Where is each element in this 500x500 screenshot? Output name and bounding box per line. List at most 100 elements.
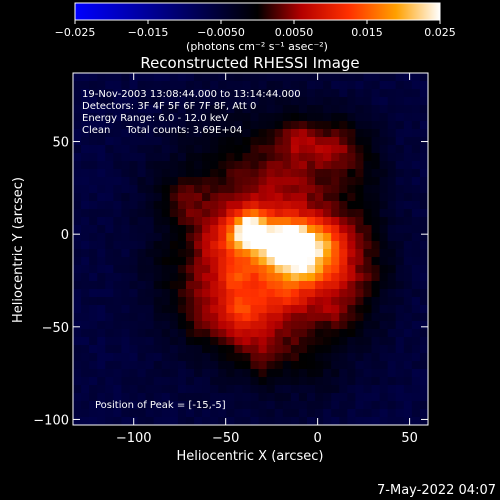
heatmap-cell: [145, 73, 155, 82]
heatmap-cell: [323, 185, 332, 194]
y-tick-label: −50: [42, 321, 69, 336]
heatmap-cell: [73, 401, 82, 410]
heatmap-cell: [290, 281, 300, 290]
heatmap-cell: [177, 401, 187, 410]
heatmap-cell: [97, 193, 106, 202]
heatmap-cell: [210, 137, 219, 146]
heatmap-cell: [234, 249, 244, 258]
heatmap-cell: [218, 409, 227, 418]
heatmap-cell: [323, 217, 332, 226]
heatmap-cell: [411, 113, 421, 122]
heatmap-cell: [194, 201, 203, 210]
heatmap-cell: [169, 193, 179, 202]
heatmap-cell: [226, 289, 235, 298]
heatmap-cell: [339, 145, 348, 154]
heatmap-cell: [242, 137, 252, 146]
heatmap-cell: [234, 297, 244, 306]
heatmap-cell: [379, 329, 389, 338]
heatmap-cell: [403, 345, 413, 354]
heatmap-cell: [73, 89, 82, 98]
heatmap-cell: [185, 329, 195, 338]
heatmap-cell: [194, 161, 203, 170]
heatmap-cell: [234, 217, 244, 226]
heatmap-cell: [355, 113, 365, 122]
heatmap-cell: [145, 321, 155, 330]
heatmap-cell: [137, 177, 147, 186]
heatmap-cell: [161, 265, 171, 274]
heatmap-cell: [371, 289, 381, 298]
heatmap-cell: [315, 257, 324, 266]
heatmap-cell: [202, 361, 211, 370]
heatmap-cell: [202, 305, 211, 314]
heatmap-cell: [242, 129, 252, 138]
heatmap-cell: [81, 233, 90, 242]
heatmap-cell: [315, 289, 324, 298]
heatmap-cell: [242, 313, 252, 322]
heatmap-cell: [169, 377, 179, 386]
heatmap-cell: [298, 417, 308, 425]
heatmap-cell: [331, 393, 340, 402]
heatmap-cell: [371, 209, 381, 218]
heatmap-cell: [185, 297, 195, 306]
heatmap-cell: [339, 393, 348, 402]
heatmap-cell: [266, 369, 276, 378]
heatmap-cell: [242, 177, 252, 186]
heatmap-cell: [371, 225, 381, 234]
heatmap-cell: [250, 137, 260, 146]
heatmap-cell: [129, 297, 139, 306]
heatmap-cell: [306, 97, 316, 106]
heatmap-cell: [331, 153, 340, 162]
heatmap-cell: [169, 321, 179, 330]
heatmap-cell: [419, 217, 428, 226]
heatmap-cell: [290, 337, 300, 346]
heatmap-cell: [218, 241, 227, 250]
heatmap-cell: [185, 377, 195, 386]
heatmap-cell: [218, 145, 227, 154]
heatmap-cell: [306, 249, 316, 258]
heatmap-cell: [226, 353, 235, 362]
heatmap-cell: [81, 137, 90, 146]
heatmap-cell: [161, 233, 171, 242]
heatmap-cell: [323, 209, 332, 218]
heatmap-cell: [242, 361, 252, 370]
heatmap-cell: [177, 313, 187, 322]
heatmap-cell: [419, 265, 428, 274]
heatmap-cell: [194, 233, 203, 242]
heatmap-cell: [242, 81, 252, 90]
heatmap-cell: [282, 393, 292, 402]
heatmap-cell: [403, 305, 413, 314]
heatmap-cell: [395, 265, 405, 274]
heatmap-cell: [250, 401, 260, 410]
heatmap-cell: [266, 233, 276, 242]
heatmap-cell: [411, 361, 421, 370]
heatmap-cell: [218, 297, 227, 306]
heatmap-cell: [177, 329, 187, 338]
heatmap-cell: [331, 225, 340, 234]
heatmap-cell: [298, 209, 308, 218]
heatmap-cell: [81, 217, 90, 226]
heatmap-cell: [355, 289, 365, 298]
heatmap-cell: [387, 81, 397, 90]
heatmap-cell: [169, 337, 179, 346]
heatmap-cell: [347, 281, 356, 290]
heatmap-cell: [363, 177, 373, 186]
heatmap-cell: [411, 177, 421, 186]
heatmap-cell: [234, 129, 244, 138]
heatmap-cell: [411, 185, 421, 194]
heatmap-cell: [81, 89, 90, 98]
heatmap-cell: [282, 377, 292, 386]
heatmap-cell: [194, 353, 203, 362]
heatmap-cell: [129, 345, 139, 354]
heatmap-cell: [419, 401, 428, 410]
heatmap-cell: [185, 305, 195, 314]
heatmap-cell: [234, 225, 244, 234]
heatmap-cell: [395, 369, 405, 378]
heatmap-cell: [234, 409, 244, 418]
heatmap-cell: [161, 137, 171, 146]
heatmap-cell: [210, 169, 219, 178]
heatmap-cell: [153, 369, 163, 378]
heatmap-cell: [282, 289, 292, 298]
heatmap-cell: [355, 313, 365, 322]
heatmap-cell: [250, 337, 260, 346]
heatmap-cell: [161, 409, 171, 418]
